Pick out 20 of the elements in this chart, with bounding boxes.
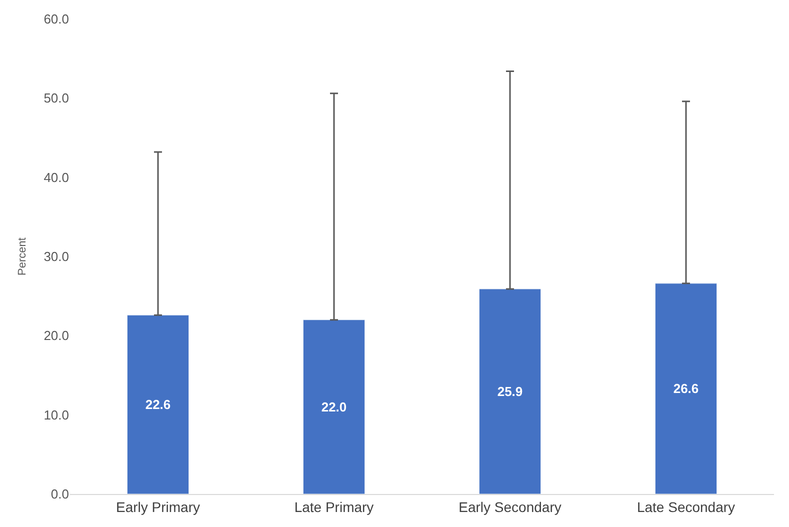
data-label: 22.0 bbox=[321, 399, 347, 414]
bar bbox=[126, 314, 190, 494]
x-tick-label: Early Primary bbox=[116, 498, 200, 515]
y-tick-label: 40.0 bbox=[44, 170, 69, 185]
y-axis-title: Percent bbox=[16, 238, 28, 276]
x-tick-label: Late Primary bbox=[294, 498, 374, 515]
y-tick-label: 20.0 bbox=[44, 328, 69, 344]
bar bbox=[478, 288, 542, 494]
data-label: 22.6 bbox=[145, 397, 171, 412]
x-tick-label: Late Secondary bbox=[636, 498, 736, 515]
data-label: 26.6 bbox=[673, 381, 699, 396]
x-tick-label: Early Secondary bbox=[458, 498, 562, 515]
bar bbox=[654, 283, 718, 494]
y-tick-label: 0.0 bbox=[50, 486, 69, 502]
y-tick-label: 50.0 bbox=[44, 90, 69, 106]
y-tick-label: 10.0 bbox=[44, 407, 69, 422]
y-tick-label: 60.0 bbox=[44, 12, 69, 27]
data-label: 25.9 bbox=[497, 384, 523, 399]
y-tick-label: 30.0 bbox=[44, 249, 69, 264]
bar bbox=[302, 320, 366, 494]
